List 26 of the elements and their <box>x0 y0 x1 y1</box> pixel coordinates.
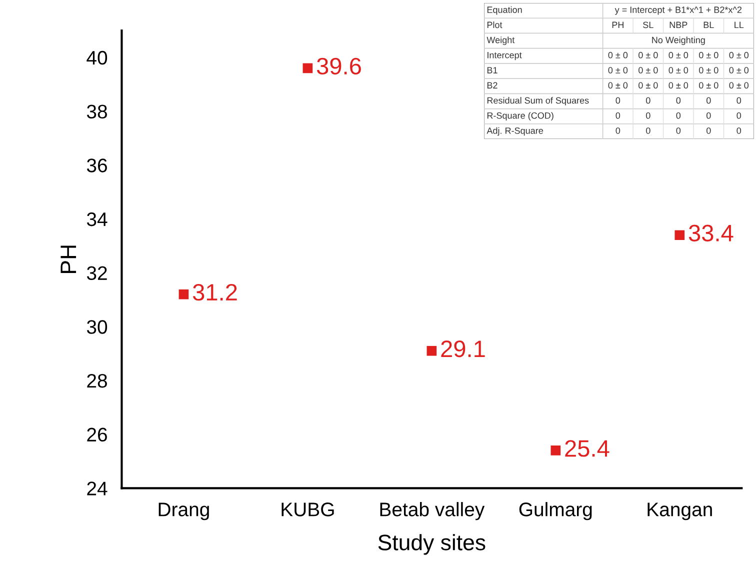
point <box>426 346 437 356</box>
y-tick-label: 34 <box>86 212 108 226</box>
point <box>550 446 561 456</box>
point <box>674 230 685 240</box>
y-tick-label: 28 <box>87 374 107 388</box>
data-label: 33.4 <box>688 224 734 242</box>
y-tick-label: 24 <box>87 482 108 496</box>
y-tick-label: 30 <box>86 320 108 334</box>
point <box>302 63 313 74</box>
data-label: 25.4 <box>565 440 610 457</box>
data-label: 39.6 <box>316 58 361 75</box>
x-tick-label: Betab valley <box>380 502 485 520</box>
point <box>178 289 189 300</box>
y-tick-label: 32 <box>86 266 107 280</box>
y-tick-label: 38 <box>86 104 107 119</box>
x-tick-label: Gulmarg <box>519 502 592 520</box>
y-tick-label: 40 <box>86 50 108 65</box>
data-label: 29.1 <box>441 340 485 358</box>
x-tick-label: Drang <box>158 502 209 520</box>
y-tick-label: 36 <box>86 158 107 172</box>
y-tick-label: 26 <box>87 428 107 442</box>
x-axis-title: Study sites <box>378 534 486 555</box>
y-axis-title: PH <box>60 246 76 273</box>
x-tick-label: Kangan <box>648 502 712 520</box>
x-tick-label: KUBG <box>282 502 334 516</box>
data-label: 31.2 <box>192 284 237 301</box>
